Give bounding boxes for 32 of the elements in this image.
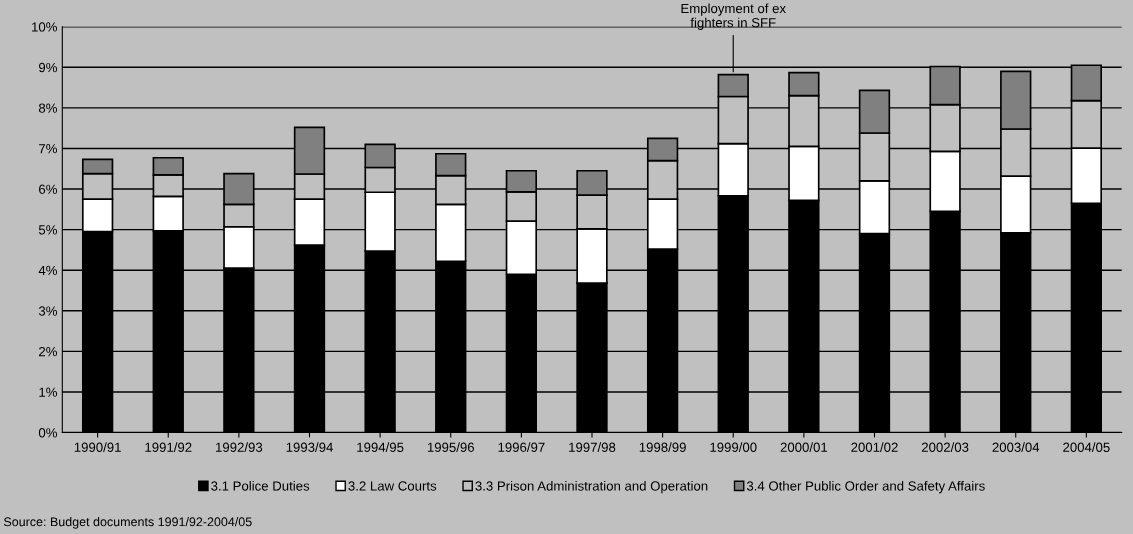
- y-tick-label: 8%: [38, 103, 57, 113]
- x-tick-label: 2000/01: [780, 442, 828, 452]
- x-tick-label: 1998/99: [639, 442, 686, 452]
- y-tick-label: 3%: [38, 306, 57, 316]
- x-tick-label: 1990/91: [74, 442, 121, 452]
- legend-label: 3.1 Police Duties: [211, 480, 310, 491]
- x-tick-label: 2001/02: [851, 442, 898, 452]
- x-tick-label: 1997/98: [569, 442, 616, 452]
- y-tick-label: 9%: [39, 62, 57, 73]
- x-tick-label: 1991/92: [145, 442, 192, 452]
- x-tick-label: 2004/05: [1063, 442, 1110, 452]
- y-tick-label: 5%: [38, 225, 57, 235]
- annotation: Employment of ex fighters in SFF: [681, 3, 786, 30]
- x-tick-label: 1995/96: [427, 442, 475, 452]
- x-tick-label: 1994/95: [357, 442, 404, 452]
- y-tick-label: 0%: [38, 428, 57, 438]
- x-tick-label: 2003/04: [992, 442, 1040, 452]
- x-tick-label: 1992/93: [216, 442, 263, 452]
- y-tick-label: 4%: [38, 265, 57, 276]
- x-tick-label: 1996/97: [498, 442, 545, 452]
- source-note: Source: Budget documents 1991/92-2004/05: [3, 517, 252, 529]
- y-tick-label: 2%: [39, 346, 57, 357]
- legend-label: 3.4 Other Public Order and Safety Affairs: [746, 480, 985, 494]
- y-tick-label: 7%: [39, 144, 57, 154]
- legend-label: 3.3 Prison Administration and Operation: [475, 480, 708, 494]
- y-tick-label: 6%: [39, 184, 57, 194]
- y-tick-label: 1%: [39, 387, 57, 397]
- x-tick-label: 1993/94: [286, 442, 333, 452]
- x-tick-label: 2002/03: [921, 442, 969, 452]
- legend-label: 3.2 Law Courts: [348, 481, 437, 491]
- y-tick-label: 10%: [32, 22, 57, 32]
- x-tick-label: 1999/00: [710, 442, 757, 452]
